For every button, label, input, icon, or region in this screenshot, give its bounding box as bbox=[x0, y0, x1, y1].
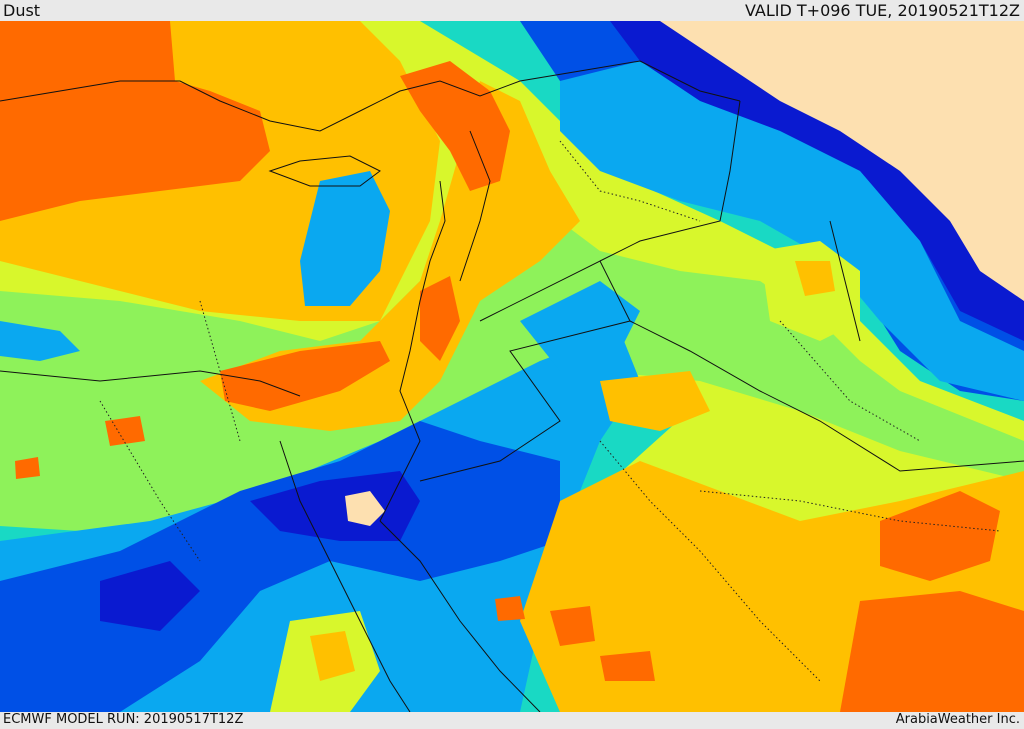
valid-time-label: VALID T+096 TUE, 20190521T12Z bbox=[744, 1, 1020, 20]
field-yellow-sudan2 bbox=[310, 631, 355, 681]
field-orange-spot2 bbox=[600, 651, 655, 681]
field-blue-south bbox=[0, 421, 560, 712]
field-cyan-west bbox=[0, 321, 80, 361]
field-orange-spot4 bbox=[105, 416, 145, 446]
field-orange-se bbox=[880, 491, 1000, 581]
map-header: Dust VALID T+096 TUE, 20190521T12Z bbox=[0, 0, 1024, 21]
dust-forecast-map[interactable] bbox=[0, 21, 1024, 712]
field-cyan-med bbox=[300, 171, 390, 306]
dust-field-svg bbox=[0, 21, 1024, 712]
field-orange-gulf bbox=[795, 261, 835, 296]
field-land-iran bbox=[660, 21, 1024, 301]
field-land-sinai bbox=[345, 491, 385, 526]
field-darkblue-sw bbox=[100, 561, 200, 631]
model-run-label: ECMWF MODEL RUN: 20190517T12Z bbox=[3, 712, 244, 727]
field-orange-south bbox=[840, 591, 1024, 712]
field-cyan-ne bbox=[560, 61, 1024, 401]
field-yellow-central bbox=[600, 371, 710, 431]
field-orange-spot1 bbox=[550, 606, 595, 646]
field-orange-spot3 bbox=[495, 596, 525, 621]
borders-layer bbox=[0, 60, 1024, 712]
field-orange-nw bbox=[0, 21, 270, 221]
map-footer: ECMWF MODEL RUN: 20190517T12Z ArabiaWeat… bbox=[0, 712, 1024, 729]
field-cyan-arabia bbox=[520, 281, 640, 371]
field-orange-sinai bbox=[220, 341, 390, 411]
field-green bbox=[0, 141, 1024, 531]
field-darkblue-south bbox=[250, 471, 420, 541]
field-orange-spot5 bbox=[15, 457, 40, 479]
internal-borders-layer bbox=[99, 140, 1001, 682]
product-label: Dust bbox=[3, 1, 41, 20]
field-orange-levant bbox=[400, 61, 510, 191]
field-orange-jordan bbox=[420, 276, 460, 361]
credit-label: ArabiaWeather Inc. bbox=[895, 712, 1020, 727]
